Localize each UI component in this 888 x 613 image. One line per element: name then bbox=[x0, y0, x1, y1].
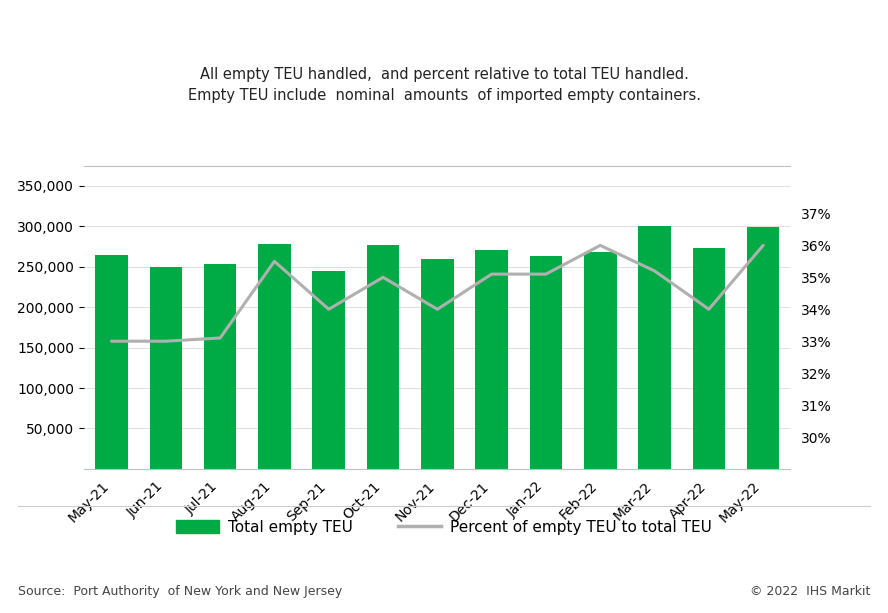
Text: Port of New York and New Jersey's empties volumes remain high: Port of New York and New Jersey's emptie… bbox=[12, 19, 774, 39]
Bar bbox=[475, 251, 508, 469]
Text: All empty TEU handled,  and percent relative to total TEU handled.
Empty TEU inc: All empty TEU handled, and percent relat… bbox=[187, 67, 701, 104]
Bar bbox=[258, 244, 290, 469]
Bar bbox=[584, 252, 616, 469]
Bar bbox=[367, 245, 400, 469]
Bar bbox=[149, 267, 182, 469]
Bar bbox=[638, 226, 670, 469]
Bar bbox=[421, 259, 454, 469]
Text: Source:  Port Authority  of New York and New Jersey: Source: Port Authority of New York and N… bbox=[18, 585, 342, 598]
Bar bbox=[747, 227, 780, 469]
Text: © 2022  IHS Markit: © 2022 IHS Markit bbox=[749, 585, 870, 598]
Bar bbox=[313, 271, 345, 469]
Legend: Total empty TEU, Percent of empty TEU to total TEU: Total empty TEU, Percent of empty TEU to… bbox=[170, 514, 718, 541]
Bar bbox=[204, 264, 236, 469]
Bar bbox=[95, 254, 128, 469]
Bar bbox=[693, 248, 725, 469]
Bar bbox=[529, 256, 562, 469]
